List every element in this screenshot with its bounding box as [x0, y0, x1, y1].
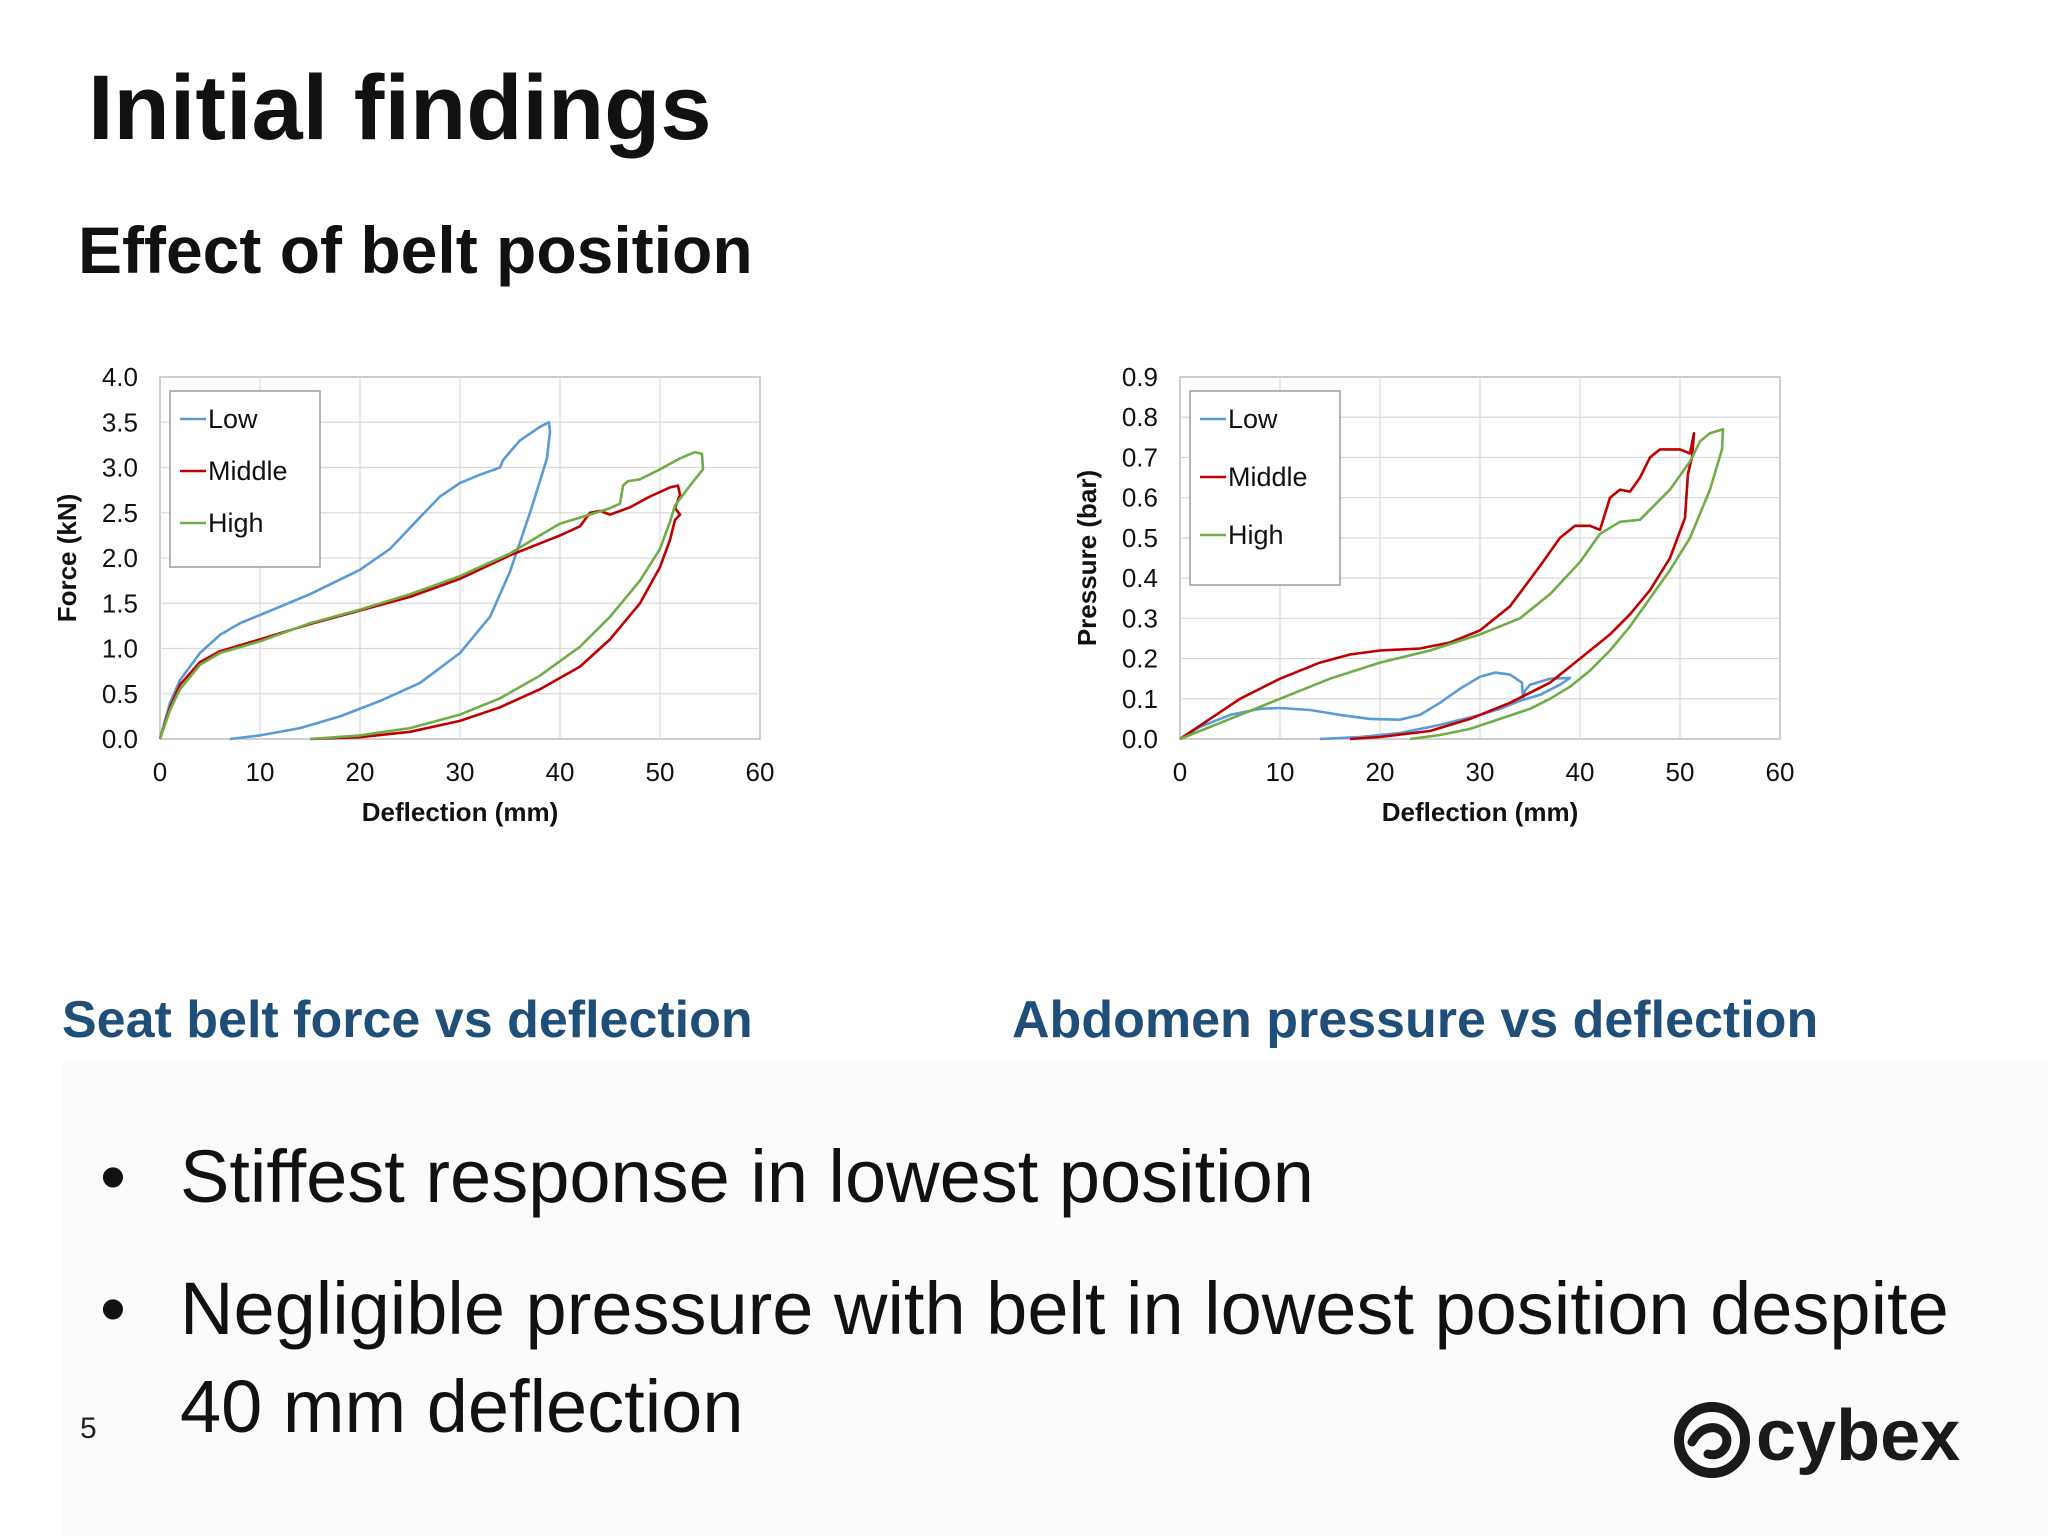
x-tick-label: 10: [1266, 757, 1295, 787]
y-tick-label: 0.7: [1122, 442, 1158, 472]
bullet-text: Stiffest response in lowest position: [180, 1135, 1314, 1218]
x-tick-label: 60: [746, 757, 775, 787]
series-line-middle: [1179, 432, 1696, 741]
bullet-item: • Negligible pressure with belt in lowes…: [100, 1260, 1980, 1455]
bullet-text: Negligible pressure with belt in lowest …: [180, 1267, 1949, 1448]
y-tick-label: 0.5: [1122, 523, 1158, 553]
series-line-high: [158, 450, 705, 741]
series-line-low: [158, 421, 552, 741]
bullet-dot-icon: •: [100, 1135, 126, 1218]
x-tick-label: 30: [446, 757, 475, 787]
x-tick-label: 0: [1173, 757, 1187, 787]
bullet-dot-icon: •: [100, 1267, 126, 1350]
x-axis-title: Deflection (mm): [362, 797, 558, 827]
y-tick-label: 0.2: [1122, 644, 1158, 674]
x-tick-label: 20: [1366, 757, 1395, 787]
chart-legend: Low Middle High: [169, 390, 321, 568]
pressure-deflection-chart: 0.0 0.1 0.2 0.3 0.4 0.5 0.6 0.7 0.8 0.9 0 10 20 30 40 5…: [1072, 362, 1795, 827]
y-tick-label: 0.3: [1122, 603, 1158, 633]
logo-wordmark: cybex: [1756, 1396, 1960, 1476]
page-number: 5: [80, 1412, 97, 1445]
page-subtitle: Effect of belt position: [78, 213, 753, 287]
y-tick-label: 0.6: [1122, 483, 1158, 513]
chart-caption-force: Seat belt force vs deflection: [62, 991, 753, 1049]
legend-entry-middle: Middle: [1228, 462, 1308, 492]
y-axis-title: Force (kN): [52, 494, 82, 623]
y-tick-label: 2.5: [102, 498, 138, 528]
legend-box: [1189, 390, 1341, 586]
x-tick-label: 40: [546, 757, 575, 787]
y-tick-label: 0.1: [1122, 684, 1158, 714]
series-line-high: [1179, 428, 1725, 741]
y-tick-label: 0.8: [1122, 402, 1158, 432]
y-tick-label: 2.0: [102, 543, 138, 573]
cybex-logo: cybex: [1674, 1396, 1960, 1478]
x-tick-label: 0: [153, 757, 167, 787]
y-tick-label: 4.0: [102, 362, 138, 392]
x-tick-label: 60: [1766, 757, 1795, 787]
legend-entry-middle: Middle: [208, 456, 288, 486]
cybex-emblem-icon: [1674, 1402, 1750, 1478]
y-tick-label: 0.9: [1122, 362, 1158, 392]
legend-entry-low: Low: [1228, 404, 1278, 434]
x-tick-label: 20: [346, 757, 375, 787]
legend-entry-high: High: [1228, 520, 1284, 550]
x-tick-label: 40: [1566, 757, 1595, 787]
y-tick-label: 1.5: [102, 588, 138, 618]
y-tick-label: 0.0: [1122, 724, 1158, 754]
y-axis-title: Pressure (bar): [1072, 470, 1102, 646]
y-tick-label: 3.0: [102, 453, 138, 483]
x-tick-label: 50: [646, 757, 675, 787]
x-tick-label: 10: [246, 757, 275, 787]
series-line-low: [1179, 671, 1572, 741]
force-deflection-chart: 0.0 0.5 1.0 1.5 2.0 2.5 3.0 3.5 4.0 0 10 20 30 40 50 60…: [52, 362, 775, 827]
y-tick-label: 0.4: [1122, 563, 1158, 593]
y-tick-label: 3.5: [102, 407, 138, 437]
page-title: Initial findings: [88, 57, 712, 159]
y-tick-label: 1.0: [102, 634, 138, 664]
legend-entry-low: Low: [208, 404, 258, 434]
bullet-item: • Stiffest response in lowest position: [100, 1128, 2048, 1226]
chart-caption-pressure: Abdomen pressure vs deflection: [1012, 991, 1819, 1049]
x-tick-label: 30: [1466, 757, 1495, 787]
y-tick-label: 0.0: [102, 724, 138, 754]
y-tick-label: 0.5: [102, 679, 138, 709]
x-tick-label: 50: [1666, 757, 1695, 787]
chart-legend: Low Middle High: [1189, 390, 1341, 586]
x-axis-title: Deflection (mm): [1382, 797, 1578, 827]
legend-box: [169, 390, 321, 568]
legend-entry-high: High: [208, 508, 264, 538]
